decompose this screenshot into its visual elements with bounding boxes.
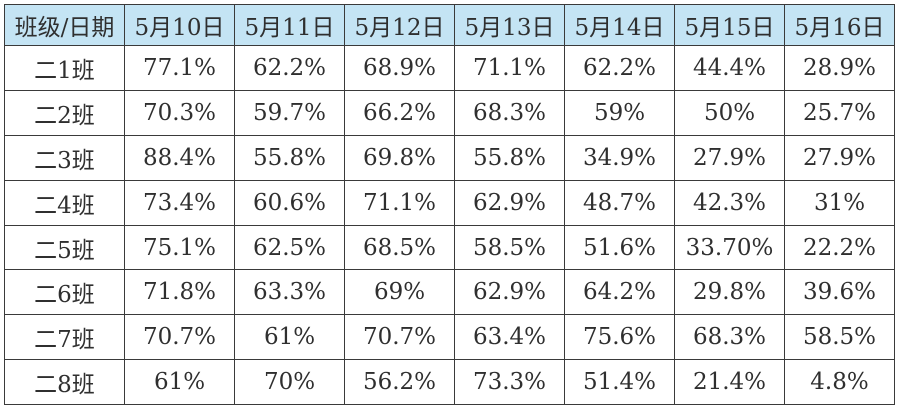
table-row: 二8班 61% 70% 56.2% 73.3% 51.4% 21.4% 4.8% <box>4 359 895 405</box>
corner-header: 班级/日期 <box>4 4 125 46</box>
table-row: 二2班 70.3% 59.7% 66.2% 68.3% 59% 50% 25.7… <box>4 89 895 136</box>
value-cell: 62.2% <box>234 45 345 91</box>
class-date-table: 班级/日期 5月10日 5月11日 5月12日 5月13日 5月14日 5月15… <box>4 4 895 405</box>
value-cell: 73.4% <box>124 179 235 226</box>
value-cell: 44.4% <box>674 45 785 91</box>
value-cell: 75.6% <box>564 314 675 361</box>
class-cell: 二3班 <box>4 134 125 181</box>
value-cell: 88.4% <box>124 134 235 181</box>
value-cell: 77.1% <box>124 45 235 91</box>
value-cell: 28.9% <box>784 45 895 91</box>
value-cell: 69% <box>344 269 455 316</box>
value-cell: 68.3% <box>674 314 785 361</box>
date-header: 5月14日 <box>564 4 675 46</box>
value-cell: 58.5% <box>454 224 565 271</box>
value-cell: 27.9% <box>784 134 895 181</box>
value-cell: 66.2% <box>344 89 455 136</box>
value-cell: 59.7% <box>234 89 345 136</box>
value-cell: 62.9% <box>454 269 565 316</box>
value-cell: 62.2% <box>564 45 675 91</box>
value-cell: 56.2% <box>344 359 455 405</box>
value-cell: 64.2% <box>564 269 675 316</box>
value-cell: 31% <box>784 179 895 226</box>
date-header: 5月12日 <box>344 4 455 46</box>
table-row: 二5班 75.1% 62.5% 68.5% 58.5% 51.6% 33.70%… <box>4 224 895 271</box>
value-cell: 42.3% <box>674 179 785 226</box>
value-cell: 34.9% <box>564 134 675 181</box>
value-cell: 71.8% <box>124 269 235 316</box>
value-cell: 73.3% <box>454 359 565 405</box>
value-cell: 22.2% <box>784 224 895 271</box>
value-cell: 61% <box>124 359 235 405</box>
date-header: 5月11日 <box>234 4 345 46</box>
class-cell: 二2班 <box>4 89 125 136</box>
value-cell: 29.8% <box>674 269 785 316</box>
date-header: 5月16日 <box>784 4 895 46</box>
value-cell: 70.7% <box>344 314 455 361</box>
value-cell: 25.7% <box>784 89 895 136</box>
class-cell: 二8班 <box>4 359 125 405</box>
class-cell: 二7班 <box>4 314 125 361</box>
value-cell: 39.6% <box>784 269 895 316</box>
value-cell: 63.4% <box>454 314 565 361</box>
table-row: 二7班 70.7% 61% 70.7% 63.4% 75.6% 68.3% 58… <box>4 314 895 361</box>
value-cell: 51.6% <box>564 224 675 271</box>
value-cell: 62.9% <box>454 179 565 226</box>
value-cell: 75.1% <box>124 224 235 271</box>
table-row: 二4班 73.4% 60.6% 71.1% 62.9% 48.7% 42.3% … <box>4 179 895 226</box>
value-cell: 4.8% <box>784 359 895 405</box>
class-cell: 二4班 <box>4 179 125 226</box>
value-cell: 63.3% <box>234 269 345 316</box>
value-cell: 71.1% <box>454 45 565 91</box>
value-cell: 62.5% <box>234 224 345 271</box>
value-cell: 70% <box>234 359 345 405</box>
value-cell: 61% <box>234 314 345 361</box>
value-cell: 55.8% <box>234 134 345 181</box>
value-cell: 70.7% <box>124 314 235 361</box>
value-cell: 48.7% <box>564 179 675 226</box>
date-header: 5月10日 <box>124 4 235 46</box>
value-cell: 21.4% <box>674 359 785 405</box>
data-table-container: 班级/日期 5月10日 5月11日 5月12日 5月13日 5月14日 5月15… <box>4 4 895 405</box>
class-cell: 二6班 <box>4 269 125 316</box>
value-cell: 55.8% <box>454 134 565 181</box>
value-cell: 59% <box>564 89 675 136</box>
table-row: 二3班 88.4% 55.8% 69.8% 55.8% 34.9% 27.9% … <box>4 134 895 181</box>
value-cell: 51.4% <box>564 359 675 405</box>
value-cell: 27.9% <box>674 134 785 181</box>
value-cell: 68.3% <box>454 89 565 136</box>
value-cell: 70.3% <box>124 89 235 136</box>
value-cell: 58.5% <box>784 314 895 361</box>
value-cell: 60.6% <box>234 179 345 226</box>
class-cell: 二5班 <box>4 224 125 271</box>
date-header: 5月13日 <box>454 4 565 46</box>
value-cell: 68.9% <box>344 45 455 91</box>
value-cell: 50% <box>674 89 785 136</box>
value-cell: 69.8% <box>344 134 455 181</box>
table-row: 二1班 77.1% 62.2% 68.9% 71.1% 62.2% 44.4% … <box>4 45 895 91</box>
class-cell: 二1班 <box>4 45 125 91</box>
header-row: 班级/日期 5月10日 5月11日 5月12日 5月13日 5月14日 5月15… <box>4 4 895 46</box>
value-cell: 33.70% <box>674 224 785 271</box>
value-cell: 68.5% <box>344 224 455 271</box>
table-row: 二6班 71.8% 63.3% 69% 62.9% 64.2% 29.8% 39… <box>4 269 895 316</box>
date-header: 5月15日 <box>674 4 785 46</box>
value-cell: 71.1% <box>344 179 455 226</box>
